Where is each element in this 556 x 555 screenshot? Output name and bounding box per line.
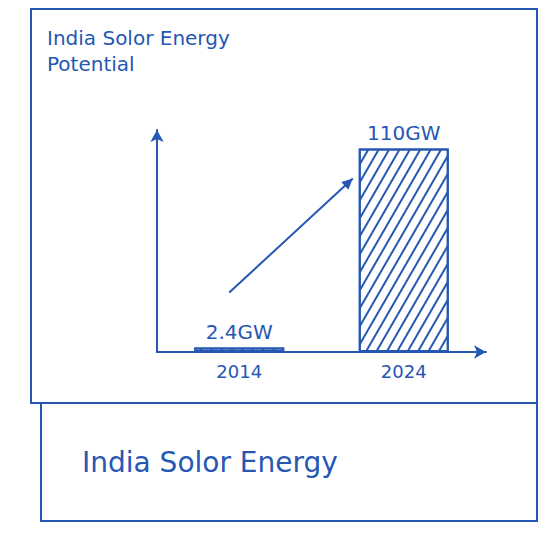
svg-text:Potential: Potential <box>47 52 135 76</box>
svg-text:110GW: 110GW <box>367 121 441 145</box>
svg-text:2024: 2024 <box>381 361 427 382</box>
svg-text:2.4GW: 2.4GW <box>206 320 273 344</box>
svg-text:2014: 2014 <box>216 361 262 382</box>
html-text:India Solor Energy: India Solor Energy <box>82 445 338 479</box>
svg-text:India Solor Energy: India Solor Energy <box>47 26 236 50</box>
